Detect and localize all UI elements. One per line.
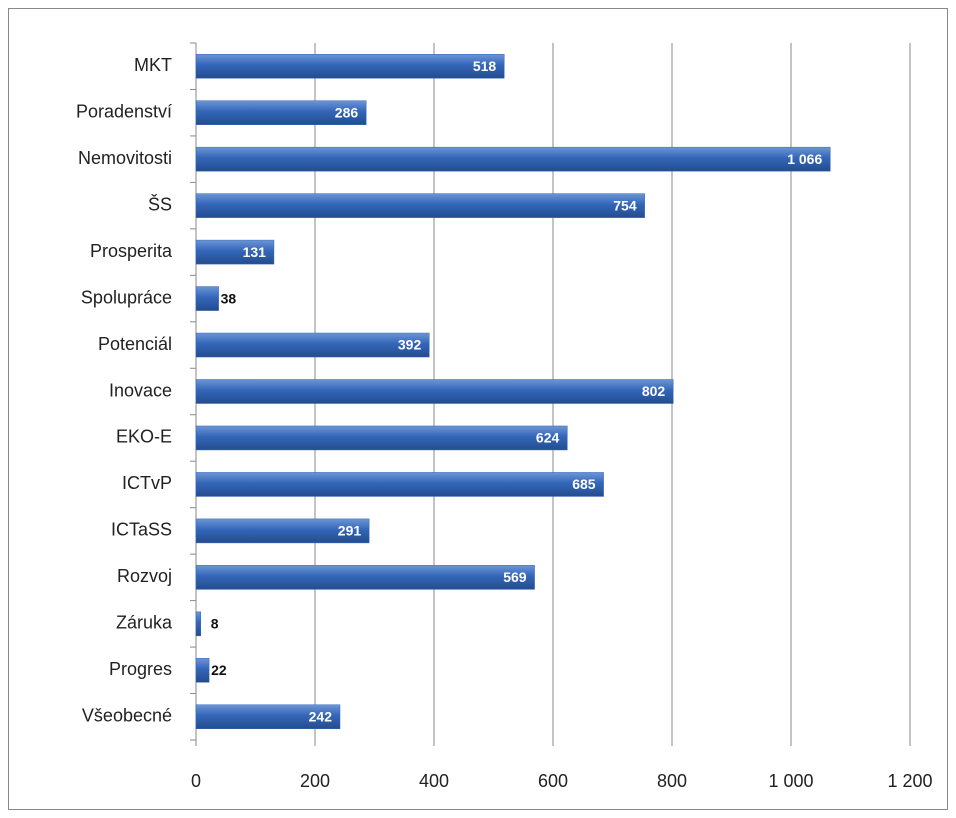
x-tick-label: 400 (419, 771, 449, 791)
bar (195, 53, 505, 79)
y-tick-label: Potenciál (98, 334, 172, 354)
bar (195, 100, 367, 125)
bar (195, 332, 430, 358)
y-tick-label: Rozvoj (117, 566, 172, 586)
x-tick-label: 1 000 (768, 771, 813, 791)
y-tick-label: Spolupráce (81, 287, 172, 307)
bar (195, 193, 645, 218)
y-tick-label: Záruka (116, 613, 173, 633)
value-label: 569 (503, 569, 527, 585)
value-label: 685 (572, 476, 596, 492)
y-tick-label: MKT (134, 55, 172, 75)
x-tick-label: 600 (538, 771, 568, 791)
value-label: 392 (398, 337, 422, 353)
y-tick-label: Prosperita (90, 241, 173, 261)
value-label: 8 (211, 616, 219, 632)
value-label: 624 (536, 430, 560, 446)
value-label: 131 (243, 244, 267, 260)
value-label: 754 (613, 197, 637, 213)
bar (195, 425, 568, 451)
value-label: 291 (338, 523, 362, 539)
y-tick-label: ŠS (148, 193, 172, 214)
y-tick-label: Inovace (109, 380, 172, 400)
bar (195, 146, 831, 172)
y-tick-label: Všeobecné (82, 706, 172, 726)
chart-frame (8, 8, 948, 810)
y-tick-label: Progres (109, 659, 172, 679)
bar (195, 472, 604, 497)
bar (195, 565, 535, 590)
value-label: 38 (221, 290, 237, 306)
value-label: 242 (309, 708, 333, 724)
bar (195, 379, 674, 404)
x-tick-label: 800 (657, 771, 687, 791)
y-tick-label: Nemovitosti (78, 148, 172, 168)
value-label: 1 066 (787, 151, 822, 167)
value-label: 518 (473, 58, 497, 74)
x-tick-label: 0 (191, 771, 201, 791)
bar (195, 704, 341, 730)
bar (195, 658, 210, 683)
y-tick-label: EKO-E (116, 427, 172, 447)
bar (195, 611, 202, 637)
bar (195, 239, 275, 265)
value-label: 802 (642, 383, 666, 399)
x-tick-label: 200 (300, 771, 330, 791)
x-tick-label: 1 200 (887, 771, 932, 791)
bar (195, 518, 370, 544)
y-tick-label: ICTvP (122, 473, 172, 493)
y-tick-label: ICTaSS (111, 520, 172, 540)
bar (195, 286, 219, 311)
value-label: 22 (211, 662, 227, 678)
value-label: 286 (335, 104, 359, 120)
y-tick-label: Poradenství (76, 101, 172, 121)
